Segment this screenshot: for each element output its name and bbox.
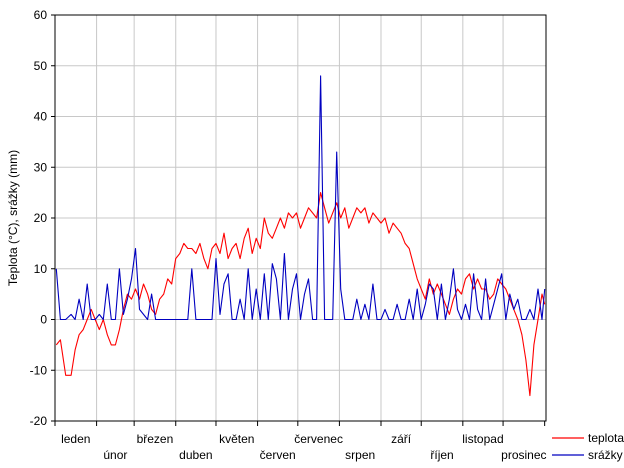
series-line-srážky [55, 75, 546, 321]
y-tick-label: -10 [30, 363, 48, 377]
y-tick-label: -20 [30, 414, 48, 428]
x-axis: leden únor březen duben květen červen červenec… [54, 421, 547, 462]
series-group [55, 75, 546, 397]
month-label: duben [179, 448, 212, 462]
month-label: červenec [294, 432, 343, 446]
month-label: červen [260, 448, 296, 462]
legend: teplota srážky [552, 431, 624, 462]
y-tick-label: 60 [34, 8, 48, 22]
month-label: leden [61, 432, 90, 446]
month-label: prosinec [501, 448, 546, 462]
month-label: říjen [430, 448, 453, 462]
y-tick-label: 40 [34, 110, 48, 124]
y-tick-label: 10 [34, 262, 48, 276]
month-label: listopad [462, 432, 503, 446]
legend-label: srážky [588, 448, 623, 462]
month-label: únor [103, 448, 127, 462]
month-label: březen [137, 432, 174, 446]
month-label: srpen [345, 448, 375, 462]
y-tick-label: 0 [40, 313, 47, 327]
month-label: září [391, 432, 412, 446]
y-axis: -20 -10 0 10 20 30 40 50 60 [30, 8, 55, 428]
legend-label: teplota [588, 431, 624, 445]
series-line-teplota [55, 192, 546, 397]
y-tick-label: 20 [34, 211, 48, 225]
y-axis-title: Teplota (°C), srážky (mm) [6, 150, 20, 286]
y-tick-label: 50 [34, 59, 48, 73]
month-label: květen [219, 432, 254, 446]
y-tick-label: 30 [34, 160, 48, 174]
